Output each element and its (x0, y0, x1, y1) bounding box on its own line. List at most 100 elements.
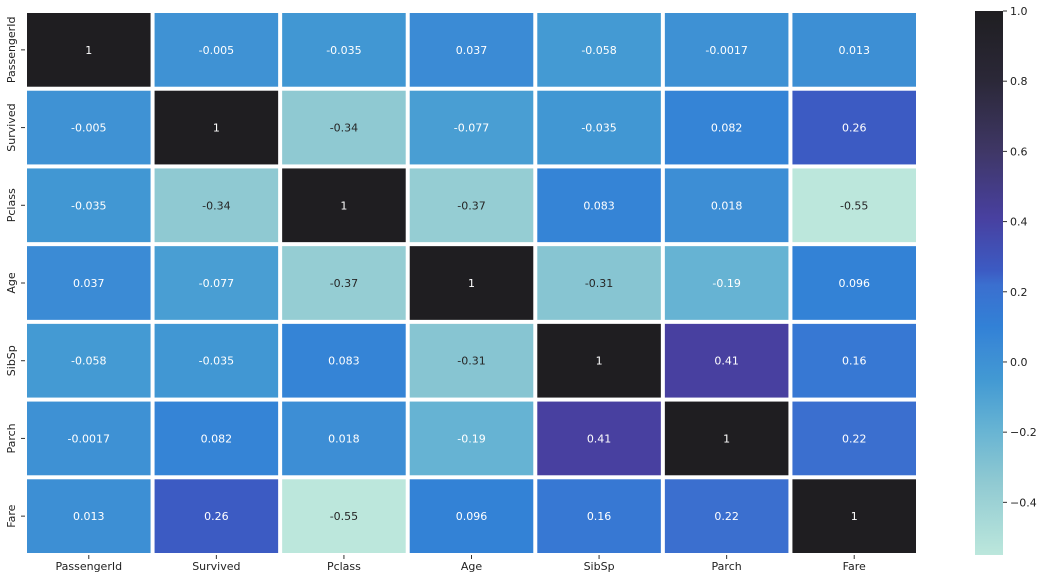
heatmap-cell (537, 13, 661, 87)
cell-value-label: 0.018 (711, 199, 743, 212)
cell-value-label: -0.035 (581, 122, 616, 135)
cell-value-label: 0.096 (838, 277, 870, 290)
y-axis: PassengerId Survived Pclass Age SibSp Parch Fa… (5, 17, 25, 528)
heatmap-cell (792, 13, 916, 87)
heatmap-cell (664, 168, 789, 243)
cell-value-label: 1 (340, 199, 347, 212)
heatmap-cell (792, 401, 916, 476)
heatmap-cell (282, 479, 406, 553)
colorbar-gradient (975, 11, 1003, 555)
cell-value-label: -0.035 (71, 199, 106, 212)
heatmap-cell (27, 246, 151, 320)
cell-value-label: -0.035 (326, 44, 361, 57)
heatmap-cell (282, 401, 406, 476)
cell-value-label: 0.22 (842, 432, 867, 445)
cell-value-label: 1 (851, 510, 858, 523)
cell-value-label: 1 (85, 44, 92, 57)
heatmap-cell (27, 479, 151, 553)
y-tick-label: Fare (5, 504, 18, 527)
colorbar-tick-label: 0.2 (1010, 286, 1028, 299)
y-tick-label: Pclass (5, 188, 18, 222)
heatmap-cell (409, 401, 534, 476)
cell-value-label: 0.22 (714, 510, 739, 523)
heatmap-cell (27, 323, 151, 398)
y-tick-label: Parch (5, 423, 18, 453)
heatmap-cell (664, 13, 789, 87)
heatmap-cell (154, 13, 279, 87)
cell-value-label: -0.0017 (68, 432, 110, 445)
cell-value-label: 0.41 (587, 432, 612, 445)
cell-value-label: -0.34 (330, 122, 358, 135)
heatmap-cell (409, 246, 534, 320)
heatmap-cell (537, 323, 661, 398)
colorbar-tick-label: 0.4 (1010, 216, 1028, 229)
heatmap-cell (27, 13, 151, 87)
cell-value-label: 0.037 (73, 277, 105, 290)
cell-value-label: 0.082 (201, 432, 233, 445)
heatmap-cell (792, 90, 916, 165)
heatmap-cell (282, 13, 406, 87)
cell-value-label: -0.34 (202, 199, 230, 212)
cell-value-label: -0.37 (330, 277, 358, 290)
heatmap-cell (792, 479, 916, 553)
heatmap-cell (537, 90, 661, 165)
x-tick-label: Pclass (327, 560, 361, 573)
heatmap-cell (282, 323, 406, 398)
cell-value-label: 0.26 (204, 510, 229, 523)
cell-value-label: 1 (213, 122, 220, 135)
x-tick-label: Parch (712, 560, 742, 573)
x-tick-label: PassengerId (55, 560, 122, 573)
cell-value-label: 0.083 (328, 355, 360, 368)
cell-value-label: 1 (468, 277, 475, 290)
heatmap-cell (27, 168, 151, 243)
heatmap-cell (409, 479, 534, 553)
cell-value-label: -0.058 (581, 44, 616, 57)
cell-value-label: 0.013 (838, 44, 870, 57)
heatmap-cell (154, 401, 279, 476)
heatmap-cell (537, 168, 661, 243)
cell-value-label: -0.31 (457, 355, 485, 368)
cell-value-label: -0.058 (71, 355, 106, 368)
cell-value-label: 1 (596, 355, 603, 368)
cell-value-label: 0.096 (456, 510, 488, 523)
colorbar-tick-label: 0.6 (1010, 145, 1028, 158)
heatmap-cell (154, 323, 279, 398)
colorbar-tick-label: −0.2 (1010, 426, 1037, 439)
heatmap-cell (154, 90, 279, 165)
cell-value-label: -0.005 (71, 122, 106, 135)
x-tick-label: SibSp (584, 560, 615, 573)
heatmap-cell (409, 13, 534, 87)
heatmap-cell (664, 401, 789, 476)
cell-value-label: 0.16 (587, 510, 612, 523)
y-tick-label: Survived (5, 103, 18, 151)
cell-value-label: 0.16 (842, 355, 867, 368)
cell-value-label: -0.19 (457, 432, 485, 445)
cell-value-label: -0.035 (199, 355, 234, 368)
heatmap-cell (792, 168, 916, 243)
heatmap-cell (409, 90, 534, 165)
heatmap-cell (282, 246, 406, 320)
heatmap-cell (664, 479, 789, 553)
cell-value-label: -0.19 (712, 277, 740, 290)
x-tick-label: Survived (192, 560, 240, 573)
heatmap-cell (154, 479, 279, 553)
cell-value-label: -0.31 (585, 277, 613, 290)
heatmap-cell (664, 323, 789, 398)
x-tick-label: Fare (843, 560, 866, 573)
heatmap-cell (537, 401, 661, 476)
heatmap-cell (27, 401, 151, 476)
colorbar-tick-label: 0.0 (1010, 356, 1028, 369)
y-tick-label: PassengerId (5, 17, 18, 84)
cell-value-label: -0.005 (199, 44, 234, 57)
heatmap-cell (282, 168, 406, 243)
heatmap-cell (409, 323, 534, 398)
x-tick-label: Age (461, 560, 483, 573)
colorbar-tick-label: 1.0 (1010, 5, 1028, 18)
heatmap-cell (27, 90, 151, 165)
cell-value-label: -0.0017 (705, 44, 747, 57)
heatmap-cells: 1 -0.005 -0.035 0.037 -0.058 -0.0017 0.013 -0.0… (27, 13, 916, 553)
cell-value-label: 0.083 (583, 199, 615, 212)
heatmap-cell (154, 246, 279, 320)
cell-value-label: -0.077 (454, 122, 489, 135)
heatmap-cell (537, 246, 661, 320)
